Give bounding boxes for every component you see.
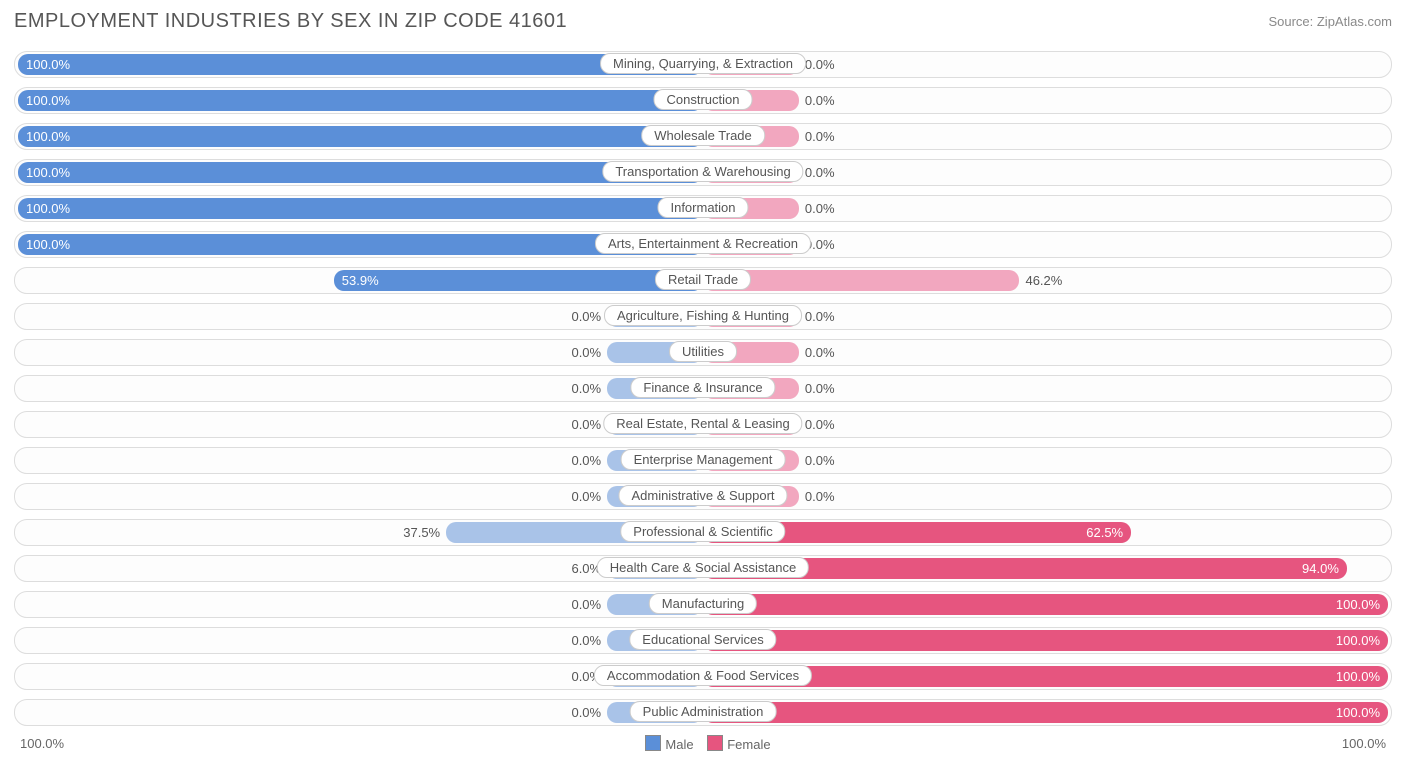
legend-male-label: Male: [665, 737, 693, 752]
female-value: 0.0%: [805, 162, 835, 183]
table-row: 0.0% 0.0% Utilities: [14, 339, 1392, 366]
table-row: 0.0% 100.0% Public Administration: [14, 699, 1392, 726]
female-value: 100.0%: [1336, 666, 1380, 687]
legend-female-label: Female: [727, 737, 770, 752]
table-row: 0.0% 100.0% Educational Services: [14, 627, 1392, 654]
table-row: 100.0% 0.0% Construction: [14, 87, 1392, 114]
category-label: Educational Services: [629, 629, 776, 650]
male-value: 0.0%: [571, 378, 601, 399]
male-bar: 100.0%: [18, 198, 703, 219]
category-label: Manufacturing: [649, 593, 757, 614]
female-value: 0.0%: [805, 90, 835, 111]
table-row: 100.0% 0.0% Information: [14, 195, 1392, 222]
chart-title: EMPLOYMENT INDUSTRIES BY SEX IN ZIP CODE…: [14, 10, 567, 33]
category-label: Retail Trade: [655, 269, 751, 290]
table-row: 100.0% 0.0%Transportation & Warehousing: [14, 159, 1392, 186]
category-label: Arts, Entertainment & Recreation: [595, 233, 811, 254]
table-row: 100.0%0.0%Arts, Entertainment & Recreati…: [14, 231, 1392, 258]
axis-left-label: 100.0%: [20, 736, 64, 751]
male-bar: 100.0%: [18, 162, 703, 183]
male-value: 100.0%: [26, 126, 70, 147]
male-value: 100.0%: [26, 234, 70, 255]
category-label: Accommodation & Food Services: [594, 665, 812, 686]
male-value: 0.0%: [571, 342, 601, 363]
female-value: 0.0%: [805, 378, 835, 399]
female-value: 0.0%: [805, 306, 835, 327]
female-value: 100.0%: [1336, 630, 1380, 651]
male-bar: 100.0%: [18, 90, 703, 111]
table-row: 100.0% 0.0% Wholesale Trade: [14, 123, 1392, 150]
male-value: 0.0%: [571, 702, 601, 723]
category-label: Professional & Scientific: [620, 521, 785, 542]
female-value: 0.0%: [805, 54, 835, 75]
female-value: 0.0%: [805, 414, 835, 435]
male-value: 53.9%: [342, 270, 379, 291]
category-label: Construction: [654, 89, 753, 110]
category-label: Finance & Insurance: [630, 377, 775, 398]
male-value: 100.0%: [26, 90, 70, 111]
male-value: 0.0%: [571, 414, 601, 435]
category-label: Wholesale Trade: [641, 125, 765, 146]
category-label: Health Care & Social Assistance: [597, 557, 809, 578]
female-value: 0.0%: [805, 450, 835, 471]
table-row: 0.0% 100.0% Manufacturing: [14, 591, 1392, 618]
table-row: 0.0% 0.0%Agriculture, Fishing & Hunting: [14, 303, 1392, 330]
table-row: 0.0% 0.0%Real Estate, Rental & Leasing: [14, 411, 1392, 438]
female-value: 0.0%: [805, 486, 835, 507]
category-label: Utilities: [669, 341, 737, 362]
male-value: 37.5%: [403, 522, 440, 543]
female-value: 0.0%: [805, 198, 835, 219]
male-bar: 53.9%: [334, 270, 703, 291]
chart-footer: 100.0% Male Female 100.0%: [14, 735, 1392, 752]
chart-source: Source: ZipAtlas.com: [1268, 14, 1392, 29]
female-value: 0.0%: [805, 126, 835, 147]
table-row: 53.9% 46.2% Retail Trade: [14, 267, 1392, 294]
table-row: 100.0% 0.0%Mining, Quarrying, & Extractio…: [14, 51, 1392, 78]
legend: Male Female: [64, 735, 1342, 752]
category-label: Enterprise Management: [621, 449, 786, 470]
female-value: 100.0%: [1336, 594, 1380, 615]
female-value: 46.2%: [1025, 270, 1062, 291]
male-value: 100.0%: [26, 54, 70, 75]
category-label: Real Estate, Rental & Leasing: [603, 413, 802, 434]
table-row: 0.0% 0.0% Finance & Insurance: [14, 375, 1392, 402]
axis-right-label: 100.0%: [1342, 736, 1386, 751]
category-label: Administrative & Support: [618, 485, 787, 506]
male-value: 100.0%: [26, 162, 70, 183]
female-value: 62.5%: [1086, 522, 1123, 543]
legend-male-swatch: [645, 735, 661, 751]
table-row: 0.0% 0.0% Enterprise Management: [14, 447, 1392, 474]
female-value: 0.0%: [805, 342, 835, 363]
table-row: 0.0%100.0%Accommodation & Food Services: [14, 663, 1392, 690]
female-value: 94.0%: [1302, 558, 1339, 579]
table-row: 37.5% 62.5% Professional & Scientific: [14, 519, 1392, 546]
male-value: 0.0%: [571, 594, 601, 615]
male-value: 0.0%: [571, 306, 601, 327]
category-label: Transportation & Warehousing: [602, 161, 803, 182]
male-value: 0.0%: [571, 450, 601, 471]
female-bar: 100.0%: [703, 702, 1388, 723]
table-row: 6.0%94.0%Health Care & Social Assistance: [14, 555, 1392, 582]
legend-female-swatch: [707, 735, 723, 751]
male-bar: 100.0%: [18, 126, 703, 147]
female-bar: 100.0%: [703, 630, 1388, 651]
category-label: Mining, Quarrying, & Extraction: [600, 53, 806, 74]
female-bar: 100.0%: [703, 594, 1388, 615]
female-value: 100.0%: [1336, 702, 1380, 723]
male-value: 0.0%: [571, 630, 601, 651]
male-value: 0.0%: [571, 486, 601, 507]
category-label: Agriculture, Fishing & Hunting: [604, 305, 802, 326]
diverging-bar-chart: 100.0%0.0%Mining, Quarrying, & Extractio…: [14, 51, 1392, 726]
category-label: Public Administration: [630, 701, 777, 722]
table-row: 0.0% 0.0% Administrative & Support: [14, 483, 1392, 510]
category-label: Information: [657, 197, 748, 218]
male-value: 100.0%: [26, 198, 70, 219]
